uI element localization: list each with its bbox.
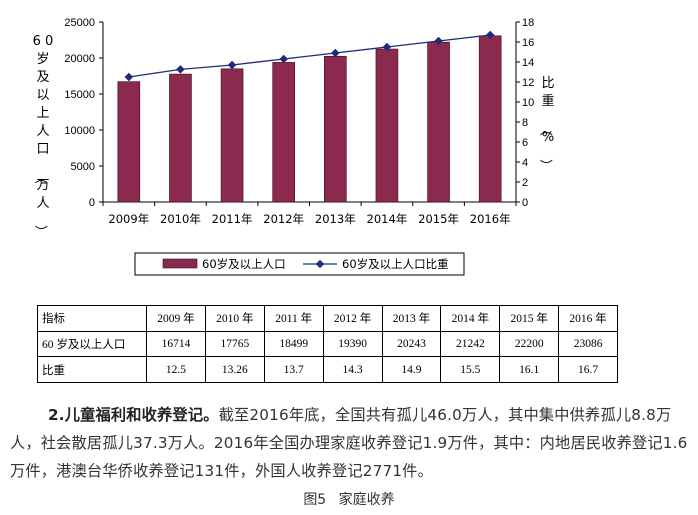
line-point	[434, 36, 443, 46]
x-tick-label: 2013年	[315, 212, 356, 226]
population-chart: 0 5000 10000 15000 20000 25000 0 2 4 6 8 10 12 14 16 18…	[32, 17, 555, 276]
line-point	[227, 60, 237, 70]
y-tick-label: 15000	[64, 89, 95, 101]
y2-tick-label: 2	[522, 177, 528, 189]
axis-labels: 6 0 岁及以上人口（万人） 比重（%）	[32, 34, 554, 238]
legend-line-marker	[315, 259, 325, 269]
table-row: 60 岁及以上人口 16714 17765 18499 19390 20243 21242 2…	[37, 330, 618, 358]
y2-tick-label: 6	[522, 137, 528, 149]
figure-caption: 图5 家庭收养	[303, 492, 395, 508]
table-header-year: 2013 年	[381, 305, 442, 332]
y-axis-label: 6 0 岁及以上人口（万人）	[32, 34, 53, 238]
bar-series	[117, 35, 502, 203]
line-series	[124, 30, 495, 82]
table-header-label: 指标	[37, 305, 147, 332]
x-tick-label: 2016年	[470, 212, 511, 226]
tick-labels: 0 5000 10000 15000 20000 25000 0 2 4 6 8 10 12 14 16 18…	[64, 17, 534, 226]
y2-tick-label: 18	[522, 17, 534, 29]
bar	[375, 48, 399, 203]
chart-axes	[99, 21, 520, 206]
table-cell: 12.5	[146, 356, 206, 383]
bar	[220, 68, 244, 203]
line-point	[279, 54, 288, 64]
table-cell: 16714	[146, 330, 206, 358]
y2-tick-label: 0	[522, 197, 528, 209]
chart-legend: 60岁及以上人口 60岁及以上人口比重	[134, 252, 465, 276]
table-row-label: 60 岁及以上人口	[37, 330, 147, 358]
line-point	[331, 48, 340, 58]
y-tick-label: 25000	[64, 17, 95, 29]
table-header-year: 2010 年	[204, 305, 265, 332]
paragraph-body: 截至2016年底，全国共有孤儿46.0万人，其中集中供养孤儿8.8万人，社会散居…	[10, 406, 688, 480]
line-point	[485, 30, 495, 40]
y2-axis-label: 比重（%）	[537, 76, 554, 172]
legend-box	[134, 252, 465, 276]
line-point	[176, 65, 185, 74]
table-cell: 15.5	[440, 356, 501, 383]
legend-bar-swatch	[162, 258, 198, 269]
table-row-label: 比重	[37, 356, 147, 383]
line-point	[124, 72, 134, 82]
table-header-year: 2014 年	[440, 305, 501, 332]
table-cell: 16.7	[558, 356, 618, 383]
x-tick-label: 2009年	[108, 212, 149, 226]
y2-tick-label: 4	[522, 157, 528, 169]
x-tick-label: 2014年	[367, 212, 408, 226]
y2-tick-label: 16	[522, 37, 534, 49]
legend-line-label: 60岁及以上人口比重	[342, 257, 449, 271]
x-tick-label: 2010年	[160, 212, 201, 226]
table-header-year: 2016 年	[558, 305, 618, 332]
table-cell: 16.1	[499, 356, 560, 383]
table-cell: 14.3	[322, 356, 383, 383]
table-header-year: 2011 年	[263, 305, 324, 332]
table-cell: 23086	[558, 330, 618, 358]
x-tick-label: 2015年	[418, 212, 459, 226]
table-cell: 20243	[381, 330, 442, 358]
table-header-year: 2012 年	[322, 305, 383, 332]
table-cell: 13.7	[263, 356, 324, 383]
y2-tick-label: 10	[522, 97, 534, 109]
paragraph-lead: 2.儿童福利和收养登记。	[48, 406, 219, 424]
x-tick-label: 2011年	[212, 212, 253, 226]
data-table: 指标 2009 年 2010 年 2011 年 2012 年 2013 年 2014 年 20…	[37, 305, 618, 383]
bar	[478, 35, 502, 203]
y2-tick-label: 8	[522, 117, 528, 129]
table-row: 比重 12.5 13.26 13.7 14.3 14.9 15.5 16.1 16.7	[37, 356, 618, 383]
bar	[169, 73, 192, 203]
bar	[427, 41, 450, 203]
bar	[272, 62, 295, 203]
bar	[117, 81, 141, 203]
bar	[324, 55, 347, 203]
y-tick-label: 10000	[64, 125, 95, 137]
legend-bar-label: 60岁及以上人口	[202, 257, 286, 271]
y-tick-label: 0	[89, 197, 95, 209]
table-cell: 17765	[204, 330, 265, 358]
table-header-year: 2015 年	[499, 305, 560, 332]
table-cell: 13.26	[204, 356, 265, 383]
table-cell: 19390	[322, 330, 383, 358]
line-point	[382, 42, 392, 52]
table-cell: 14.9	[381, 356, 442, 383]
y2-tick-label: 12	[522, 77, 534, 89]
paragraph: 2.儿童福利和收养登记。截至2016年底，全国共有孤儿46.0万人，其中集中供养…	[10, 401, 694, 485]
x-tick-label: 2012年	[263, 212, 304, 226]
series-line	[128, 34, 491, 78]
table-header-row: 指标 2009 年 2010 年 2011 年 2012 年 2013 年 2014 年 20…	[37, 305, 618, 332]
table-header-year: 2009 年	[146, 305, 206, 332]
y-tick-label: 20000	[64, 53, 95, 65]
table-cell: 22200	[499, 330, 560, 358]
table-cell: 18499	[263, 330, 324, 358]
y2-tick-label: 14	[522, 57, 534, 69]
y-tick-label: 5000	[71, 161, 95, 173]
table-cell: 21242	[440, 330, 501, 358]
